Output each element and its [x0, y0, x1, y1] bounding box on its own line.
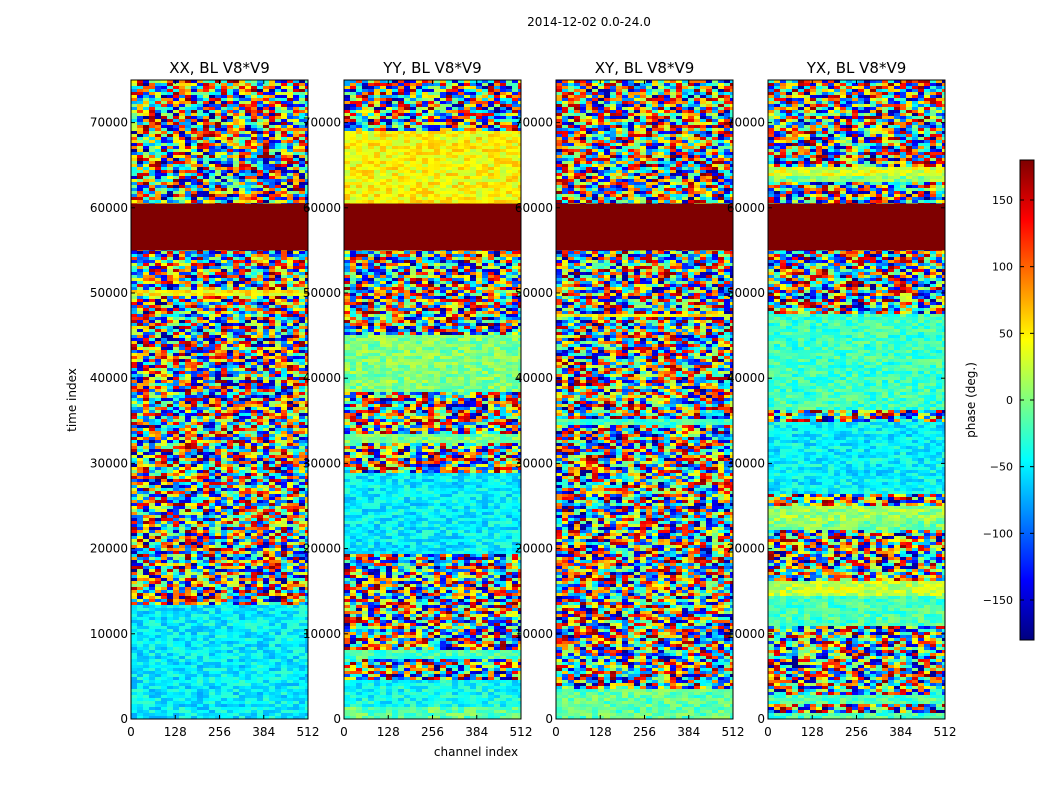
- colorbar-tick-label: 150: [992, 194, 1013, 207]
- y-tick-label: 10000: [727, 627, 765, 641]
- y-tick-label: 40000: [515, 371, 553, 385]
- panel-title: YX, BL V8*V9: [806, 59, 907, 77]
- y-tick-label: 0: [545, 712, 553, 726]
- panel-2: XY, BL V8*V9 0 128 256 384 512 0 10000 20000 3000…: [515, 59, 745, 739]
- x-tick-label: 256: [633, 725, 656, 739]
- x-tick-label: 512: [510, 725, 533, 739]
- x-tick-label: 384: [677, 725, 700, 739]
- y-tick-label: 10000: [90, 627, 128, 641]
- y-tick-label: 50000: [90, 286, 128, 300]
- panel-title: XX, BL V8*V9: [169, 59, 270, 77]
- y-tick-label: 60000: [90, 201, 128, 215]
- y-tick-label: 30000: [727, 456, 765, 470]
- y-tick-label: 30000: [515, 456, 553, 470]
- heatmap-cells: [768, 80, 945, 719]
- colorbar-tick-label: 50: [999, 327, 1013, 340]
- flagged-band: [556, 203, 733, 251]
- y-tick-label: 0: [757, 712, 765, 726]
- panel-title: YY, BL V8*V9: [382, 59, 481, 77]
- x-tick-label: 256: [208, 725, 231, 739]
- y-tick-label: 50000: [727, 286, 765, 300]
- panel-0: XX, BL V8*V9 0 128 256 384 512 0 10000 20000 3000…: [90, 59, 320, 739]
- y-tick-label: 50000: [303, 286, 341, 300]
- colorbar-tick-label: −150: [983, 594, 1013, 607]
- x-tick-label: 256: [421, 725, 444, 739]
- y-tick-label: 70000: [727, 116, 765, 130]
- y-tick-label: 20000: [515, 542, 553, 556]
- panels-group: XX, BL V8*V9 0 128 256 384 512 0 10000 20000 3000…: [90, 59, 957, 739]
- y-tick-label: 60000: [727, 201, 765, 215]
- y-tick-label: 10000: [515, 627, 553, 641]
- y-tick-label: 20000: [90, 542, 128, 556]
- colorbar-tick-label: 0: [1006, 394, 1013, 407]
- y-tick-label: 0: [333, 712, 341, 726]
- x-tick-label: 384: [889, 725, 912, 739]
- y-tick-label: 30000: [90, 456, 128, 470]
- x-tick-label: 128: [377, 725, 400, 739]
- y-tick-label: 20000: [303, 542, 341, 556]
- x-tick-label: 0: [764, 725, 772, 739]
- colorbar: 150 100 50 0 −50 −100 −150 phase (deg.): [964, 159, 1035, 641]
- heatmap-cells: [344, 80, 521, 719]
- y-tick-label: 60000: [515, 201, 553, 215]
- flagged-band: [131, 203, 308, 251]
- heatmap-cells: [131, 80, 308, 719]
- x-tick-label: 128: [164, 725, 187, 739]
- y-tick-label: 10000: [303, 627, 341, 641]
- y-tick-label: 30000: [303, 456, 341, 470]
- colorbar-tick-label: −100: [983, 527, 1013, 540]
- heatmap-cells: [556, 80, 733, 719]
- y-tick-label: 50000: [515, 286, 553, 300]
- y-axis-label: time index: [65, 368, 79, 432]
- x-tick-label: 256: [845, 725, 868, 739]
- y-tick-label: 40000: [90, 371, 128, 385]
- colorbar-tick-label: −50: [990, 461, 1013, 474]
- panel-3: YX, BL V8*V9 0 128 256 384 512 0 10000 20000 3000…: [727, 59, 957, 739]
- flagged-band: [768, 203, 945, 251]
- x-tick-label: 384: [465, 725, 488, 739]
- y-tick-label: 20000: [727, 542, 765, 556]
- figure-suptitle: 2014-12-02 0.0-24.0: [527, 15, 651, 29]
- panel-title: XY, BL V8*V9: [595, 59, 695, 77]
- y-tick-label: 70000: [303, 116, 341, 130]
- flagged-band: [344, 203, 521, 251]
- colorbar-label: phase (deg.): [964, 362, 978, 438]
- x-tick-label: 0: [552, 725, 560, 739]
- x-tick-label: 512: [722, 725, 745, 739]
- panel-1: YY, BL V8*V9 0 128 256 384 512 0 10000 20000 3000…: [303, 59, 533, 739]
- y-tick-label: 40000: [727, 371, 765, 385]
- y-tick-label: 0: [120, 712, 128, 726]
- colorbar-ticks: 150 100 50 0 −50 −100 −150: [983, 194, 1034, 607]
- x-tick-label: 384: [252, 725, 275, 739]
- y-tick-label: 70000: [515, 116, 553, 130]
- colorbar-tick-label: 100: [992, 261, 1013, 274]
- x-tick-label: 0: [127, 725, 135, 739]
- x-tick-label: 512: [934, 725, 957, 739]
- x-tick-label: 128: [589, 725, 612, 739]
- x-tick-label: 512: [297, 725, 320, 739]
- x-tick-label: 0: [340, 725, 348, 739]
- y-tick-label: 40000: [303, 371, 341, 385]
- x-tick-label: 128: [801, 725, 824, 739]
- y-tick-label: 70000: [90, 116, 128, 130]
- x-axis-label: channel index: [434, 745, 518, 759]
- y-tick-label: 60000: [303, 201, 341, 215]
